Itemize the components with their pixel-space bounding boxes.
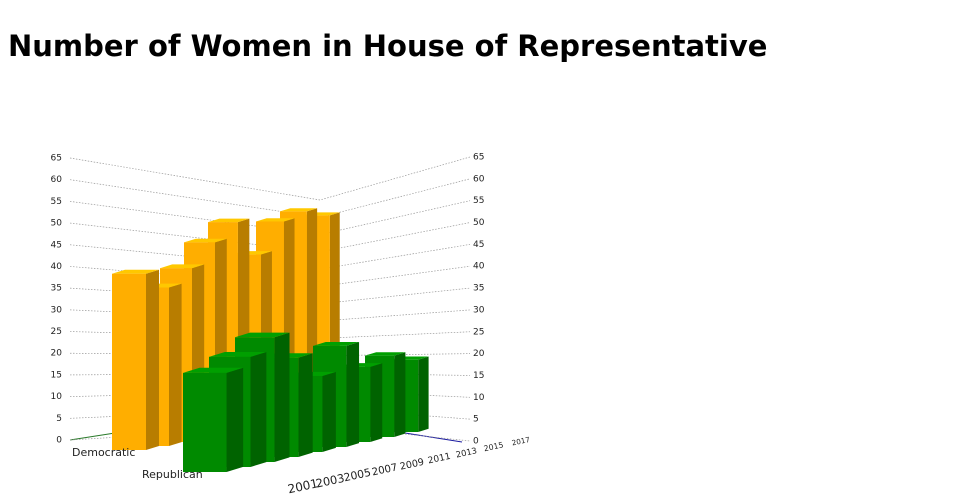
series-label: Republican — [142, 468, 203, 481]
bar-side — [346, 341, 360, 447]
y-tick-label: 45 — [473, 240, 484, 250]
y-tick-label: 5 — [473, 415, 479, 425]
y-tick-label: 60 — [51, 175, 63, 185]
y-tick-label: 30 — [473, 305, 485, 315]
y-tick-label: 60 — [473, 174, 485, 184]
bar — [112, 273, 146, 450]
y-tick-label: 0 — [473, 437, 479, 447]
bar-side — [168, 283, 182, 446]
x-tick-label: 2005 — [343, 466, 373, 484]
bar-top — [313, 341, 360, 346]
bar-side — [322, 371, 336, 452]
bar-side — [370, 363, 383, 442]
y-tick-label: 10 — [473, 393, 485, 403]
depth-axis — [404, 432, 463, 443]
y-tick-label: 10 — [51, 392, 63, 402]
bar-side — [146, 269, 159, 450]
bar-top — [209, 351, 267, 357]
y-tick-label: 25 — [473, 327, 484, 337]
bar-side — [250, 351, 267, 467]
y-tick-label: 30 — [51, 305, 63, 315]
bar-top — [235, 332, 290, 338]
bar-side — [274, 332, 290, 462]
bar-top — [208, 218, 250, 223]
y-tick-label: 65 — [473, 153, 484, 163]
x-tick-label: 2011 — [427, 452, 451, 467]
y-tick-label: 0 — [56, 436, 62, 446]
x-tick-label: 2017 — [511, 435, 531, 448]
bar-top — [183, 367, 244, 373]
y-tick-label: 55 — [51, 197, 62, 207]
y-tick-label: 25 — [51, 327, 62, 337]
x-tick-label: 2009 — [399, 457, 425, 473]
bar-side — [298, 353, 313, 457]
bar-side — [418, 356, 429, 432]
grid-line — [69, 265, 471, 287]
bar-top — [160, 264, 205, 269]
y-tick-label: 20 — [473, 349, 485, 359]
bar-top — [256, 218, 295, 222]
grid-line — [69, 178, 471, 218]
y-tick-label: 40 — [473, 262, 485, 272]
x-tick-label: 2015 — [483, 440, 504, 453]
bar — [183, 372, 227, 472]
x-tick-label: 2013 — [455, 445, 478, 459]
y-tick-label: 45 — [51, 240, 62, 250]
bar-side — [394, 352, 406, 437]
y-tick-label: 40 — [51, 262, 63, 272]
bar-top — [365, 352, 406, 356]
chart-title: Number of Women in House of Representati… — [8, 29, 767, 63]
bar-side — [226, 367, 244, 472]
y-tick-label: 65 — [51, 154, 62, 164]
series-label: Democratic — [72, 446, 135, 459]
series-axis — [69, 432, 116, 441]
y-tick-label: 15 — [473, 371, 484, 381]
y-tick-label: 20 — [51, 349, 63, 359]
y-tick-label: 55 — [473, 196, 484, 206]
y-tick-label: 15 — [51, 370, 62, 380]
y-tick-label: 5 — [56, 414, 62, 424]
x-tick-label: 2001 — [286, 476, 319, 496]
x-tick-label: 2007 — [371, 462, 399, 478]
y-tick-label: 50 — [51, 219, 63, 229]
y-tick-label: 35 — [51, 284, 62, 294]
y-tick-label: 50 — [473, 218, 485, 228]
bar-top — [280, 208, 318, 212]
bar-top — [112, 269, 159, 274]
x-tick-label: 2003 — [314, 471, 345, 491]
y-tick-label: 35 — [473, 284, 484, 294]
grid-line — [69, 156, 471, 201]
bar-top — [184, 238, 227, 243]
